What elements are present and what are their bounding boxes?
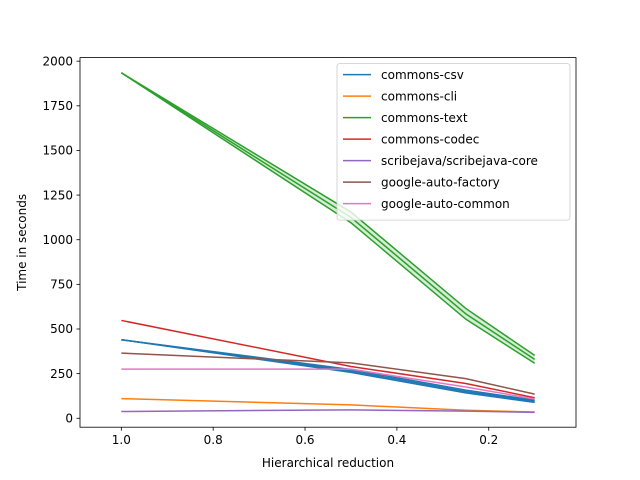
y-tick-label: 1500 xyxy=(42,144,73,158)
series-band-commons-text xyxy=(121,72,535,364)
legend-label: google-auto-factory xyxy=(381,175,500,189)
series-line-commons-csv xyxy=(121,338,535,403)
legend-label: commons-csv xyxy=(381,68,464,82)
y-tick-label: 1250 xyxy=(42,188,73,202)
legend-label: commons-cli xyxy=(381,89,457,103)
y-tick-label: 500 xyxy=(50,322,73,336)
series-line-google-auto-factory xyxy=(121,352,535,395)
series-line-google-auto-common xyxy=(121,368,535,400)
series-line-commons-text xyxy=(120,72,536,360)
x-tick-label: 0.2 xyxy=(479,433,498,447)
x-tick-label: 0.8 xyxy=(204,433,223,447)
plot-series xyxy=(120,72,536,414)
x-axis: 1.0 0.8 0.6 0.4 0.2 xyxy=(112,427,498,447)
legend-label: google-auto-common xyxy=(381,197,510,211)
series-line-commons-codec xyxy=(121,319,535,399)
y-tick-label: 0 xyxy=(65,411,73,425)
legend-label: commons-codec xyxy=(381,132,479,146)
x-tick-label: 0.4 xyxy=(387,433,406,447)
series-line-scribejava-scribejava-core xyxy=(121,409,535,414)
y-tick-label: 2000 xyxy=(42,54,73,68)
x-tick-label: 1.0 xyxy=(112,433,131,447)
x-axis-label: Hierarchical reduction xyxy=(262,456,394,470)
legend-box xyxy=(336,63,571,221)
y-axis: 0 250 500 750 1000 1250 1500 1750 2000 xyxy=(42,54,80,425)
legend: commons-csv commons-cli commons-text common… xyxy=(336,63,571,221)
y-tick-label: 250 xyxy=(50,367,73,381)
legend-label: commons-text xyxy=(381,111,468,125)
x-tick-label: 0.6 xyxy=(295,433,314,447)
y-tick-label: 1000 xyxy=(42,233,73,247)
legend-label: scribejava/scribejava-core xyxy=(381,154,538,168)
series-lower-line-commons-text xyxy=(120,72,536,364)
series-upper-line-commons-text xyxy=(120,72,536,357)
y-tick-label: 750 xyxy=(50,278,73,292)
plot-frame xyxy=(79,57,577,428)
y-tick-label: 1750 xyxy=(42,99,73,113)
y-axis-label: Time in seconds xyxy=(15,194,29,292)
